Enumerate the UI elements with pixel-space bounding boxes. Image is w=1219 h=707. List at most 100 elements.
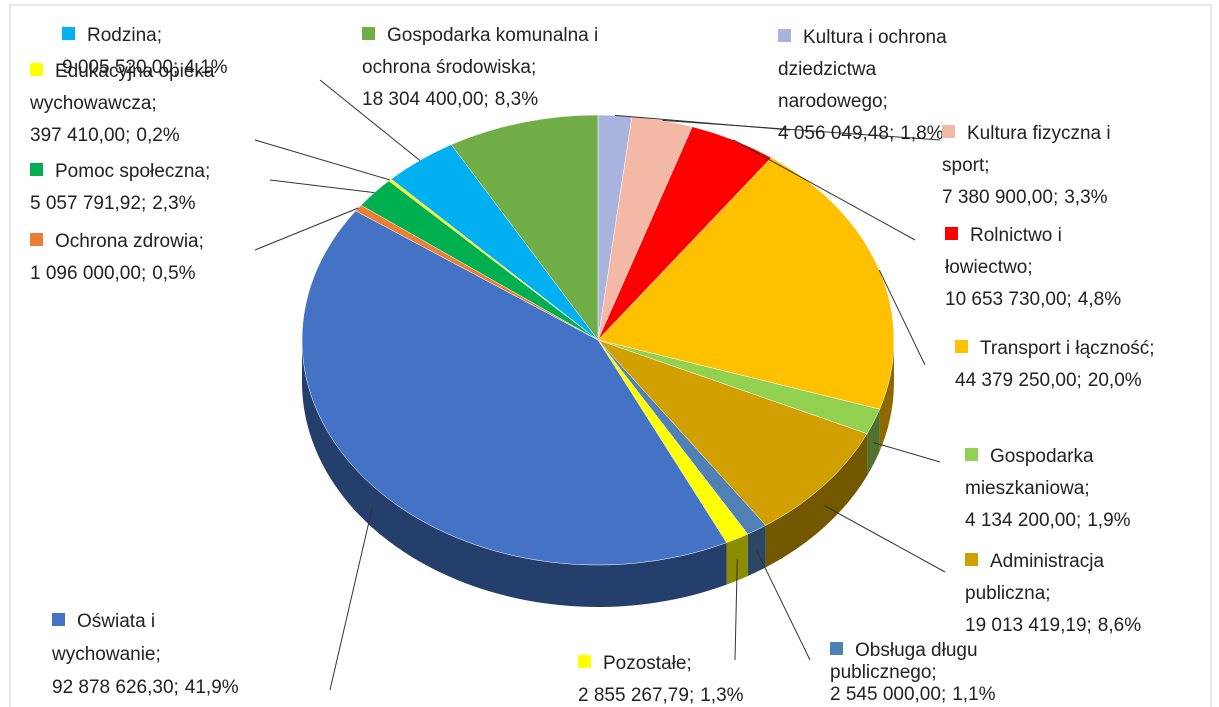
amount-label: 18 304 400,00; — [362, 89, 489, 110]
chart-frame — [9, 4, 1212, 707]
category-name: Ochrona zdrowia; — [55, 231, 204, 252]
leader-line — [254, 139, 391, 181]
amount-label: 92 878 626,30; — [52, 677, 179, 698]
category-name: Gospodarka mieszkaniowa; — [965, 446, 1094, 499]
label-value: 2 545 000,00; 1,1% — [830, 684, 1000, 706]
data-label: Administracja publiczna; 19 013 419,19; 8,… — [965, 546, 1141, 642]
category-name: Kultura i ochrona dziedzictwa narodowego… — [778, 27, 947, 112]
category-name: Edukacyjna opieka wychowawcza; — [30, 61, 215, 114]
label-name: Pomoc społeczna; — [30, 156, 270, 188]
legend-swatch — [578, 655, 591, 668]
data-label: Gospodarka mieszkaniowa; 4 134 200,00; 1,9… — [965, 441, 1135, 537]
leader-line — [319, 79, 421, 161]
label-name: Gospodarka mieszkaniowa; — [965, 441, 1135, 505]
percent-label: 3,3% — [1064, 187, 1108, 208]
percent-label: 4,8% — [1077, 289, 1122, 310]
slice — [450, 114, 599, 341]
category-name: Rolnictwo i łowiectwo; — [945, 225, 1062, 278]
label-name: Obsługa długu publicznego; — [830, 640, 1000, 684]
label-name: Gospodarka komunalna i ochrona środowisk… — [362, 20, 602, 84]
legend-swatch — [362, 27, 375, 40]
slice-side — [765, 433, 868, 568]
data-label: Rolnictwo i łowiectwo; 10 653 730,00; 4,8% — [945, 220, 1121, 316]
slice — [597, 339, 868, 526]
category-name: Kultura fizyczna i sport; — [942, 123, 1111, 176]
slice-side — [747, 525, 766, 577]
legend-swatch — [778, 29, 791, 42]
label-value: 4 056 049,48; 1,8% — [778, 118, 978, 150]
data-label: Oświata i wychowanie; 92 878 626,30; 41,9% — [52, 605, 239, 704]
label-name: Kultura fizyczna i sport; — [942, 118, 1142, 182]
percent-label: 1,9% — [1087, 510, 1131, 531]
data-label: Transport i łączność; 44 379 250,00; 20,0% — [955, 333, 1215, 397]
legend-swatch — [955, 340, 968, 353]
label-value: 10 653 730,00; 4,8% — [945, 284, 1121, 316]
label-value: 44 379 250,00; 20,0% — [955, 365, 1215, 397]
percent-label: 1,3% — [700, 685, 744, 706]
data-label: Edukacyjna opieka wychowawcza; 397 410,00… — [30, 56, 230, 152]
label-value: 2 855 267,79; 1,3% — [578, 680, 748, 707]
data-label: Kultura fizyczna i sport; 7 380 900,00; 3,… — [942, 118, 1142, 214]
label-value: 397 410,00; 0,2% — [30, 120, 230, 152]
label-name: Oświata i wychowanie; — [52, 605, 222, 671]
amount-label: 5 057 791,92; — [30, 193, 147, 214]
legend-swatch — [945, 227, 958, 240]
category-name: Pozostałe; — [603, 653, 692, 674]
percent-label: 8,3% — [494, 89, 539, 110]
legend-swatch — [30, 233, 43, 246]
percent-label: 1,8% — [900, 123, 944, 144]
slice-side — [302, 340, 727, 607]
label-value: 1 096 000,00; 0,5% — [30, 258, 270, 290]
amount-label: 10 653 730,00; — [945, 289, 1072, 310]
leader-line — [734, 559, 738, 661]
amount-label: 7 380 900,00; — [942, 187, 1059, 208]
data-label: Pozostałe; 2 855 267,79; 1,3% — [578, 648, 748, 707]
label-name: Rodzina; — [62, 20, 342, 52]
data-label: Pomoc społeczna; 5 057 791,92; 2,3% — [30, 156, 270, 220]
legend-swatch — [965, 448, 978, 461]
legend-swatch — [830, 642, 843, 655]
amount-label: 397 410,00; — [30, 125, 131, 146]
leader-line — [756, 550, 811, 661]
amount-label: 4 134 200,00; — [965, 510, 1082, 531]
data-label: Ochrona zdrowia; 1 096 000,00; 0,5% — [30, 226, 270, 290]
slice-side — [879, 340, 894, 452]
category-name: Transport i łączność; — [980, 338, 1155, 359]
category-name: Oświata i wychowanie; — [52, 611, 161, 665]
pie-top — [301, 114, 895, 566]
legend-swatch — [62, 27, 75, 40]
percent-label: 0,5% — [152, 263, 196, 284]
data-label: Obsługa długu publicznego; 2 545 000,00; 1… — [830, 640, 1000, 706]
slice-side — [867, 409, 880, 476]
category-name: Administracja publiczna; — [965, 551, 1105, 604]
label-value: 5 057 791,92; 2,3% — [30, 188, 270, 220]
leader-line — [733, 139, 916, 241]
data-label: Gospodarka komunalna i ochrona środowisk… — [362, 20, 602, 116]
pie-sides — [302, 340, 894, 607]
data-label: Rodzina; 9 005 520,00; 4,1% — [62, 20, 342, 84]
label-value: 7 380 900,00; 3,3% — [942, 182, 1142, 214]
percent-label: 4,1% — [184, 57, 228, 78]
percent-label: 20,0% — [1087, 370, 1142, 391]
leader-line — [824, 505, 946, 573]
data-label: Kultura i ochrona dziedzictwa narodowego… — [778, 22, 978, 150]
leader-line — [873, 442, 941, 463]
label-value: 9 005 520,00; 4,1% — [62, 52, 342, 84]
leader-line — [662, 119, 941, 141]
leader-line — [254, 207, 359, 251]
label-name: Rolnictwo i łowiectwo; — [945, 220, 1085, 284]
label-value: 19 013 419,19; 8,6% — [965, 610, 1141, 642]
slice-side — [726, 534, 748, 585]
amount-label: 2 855 267,79; — [578, 685, 695, 706]
percent-label: 0,2% — [136, 125, 180, 146]
amount-label: 2 545 000,00; — [830, 684, 947, 705]
category-name: Obsługa długu publicznego; — [830, 640, 978, 683]
category-name: Gospodarka komunalna i ochrona środowisk… — [362, 25, 599, 78]
legend-swatch — [965, 553, 978, 566]
label-name: Administracja publiczna; — [965, 546, 1135, 610]
legend-swatch — [30, 163, 43, 176]
label-name: Pozostałe; — [578, 648, 748, 680]
category-name: Rodzina; — [87, 25, 162, 46]
